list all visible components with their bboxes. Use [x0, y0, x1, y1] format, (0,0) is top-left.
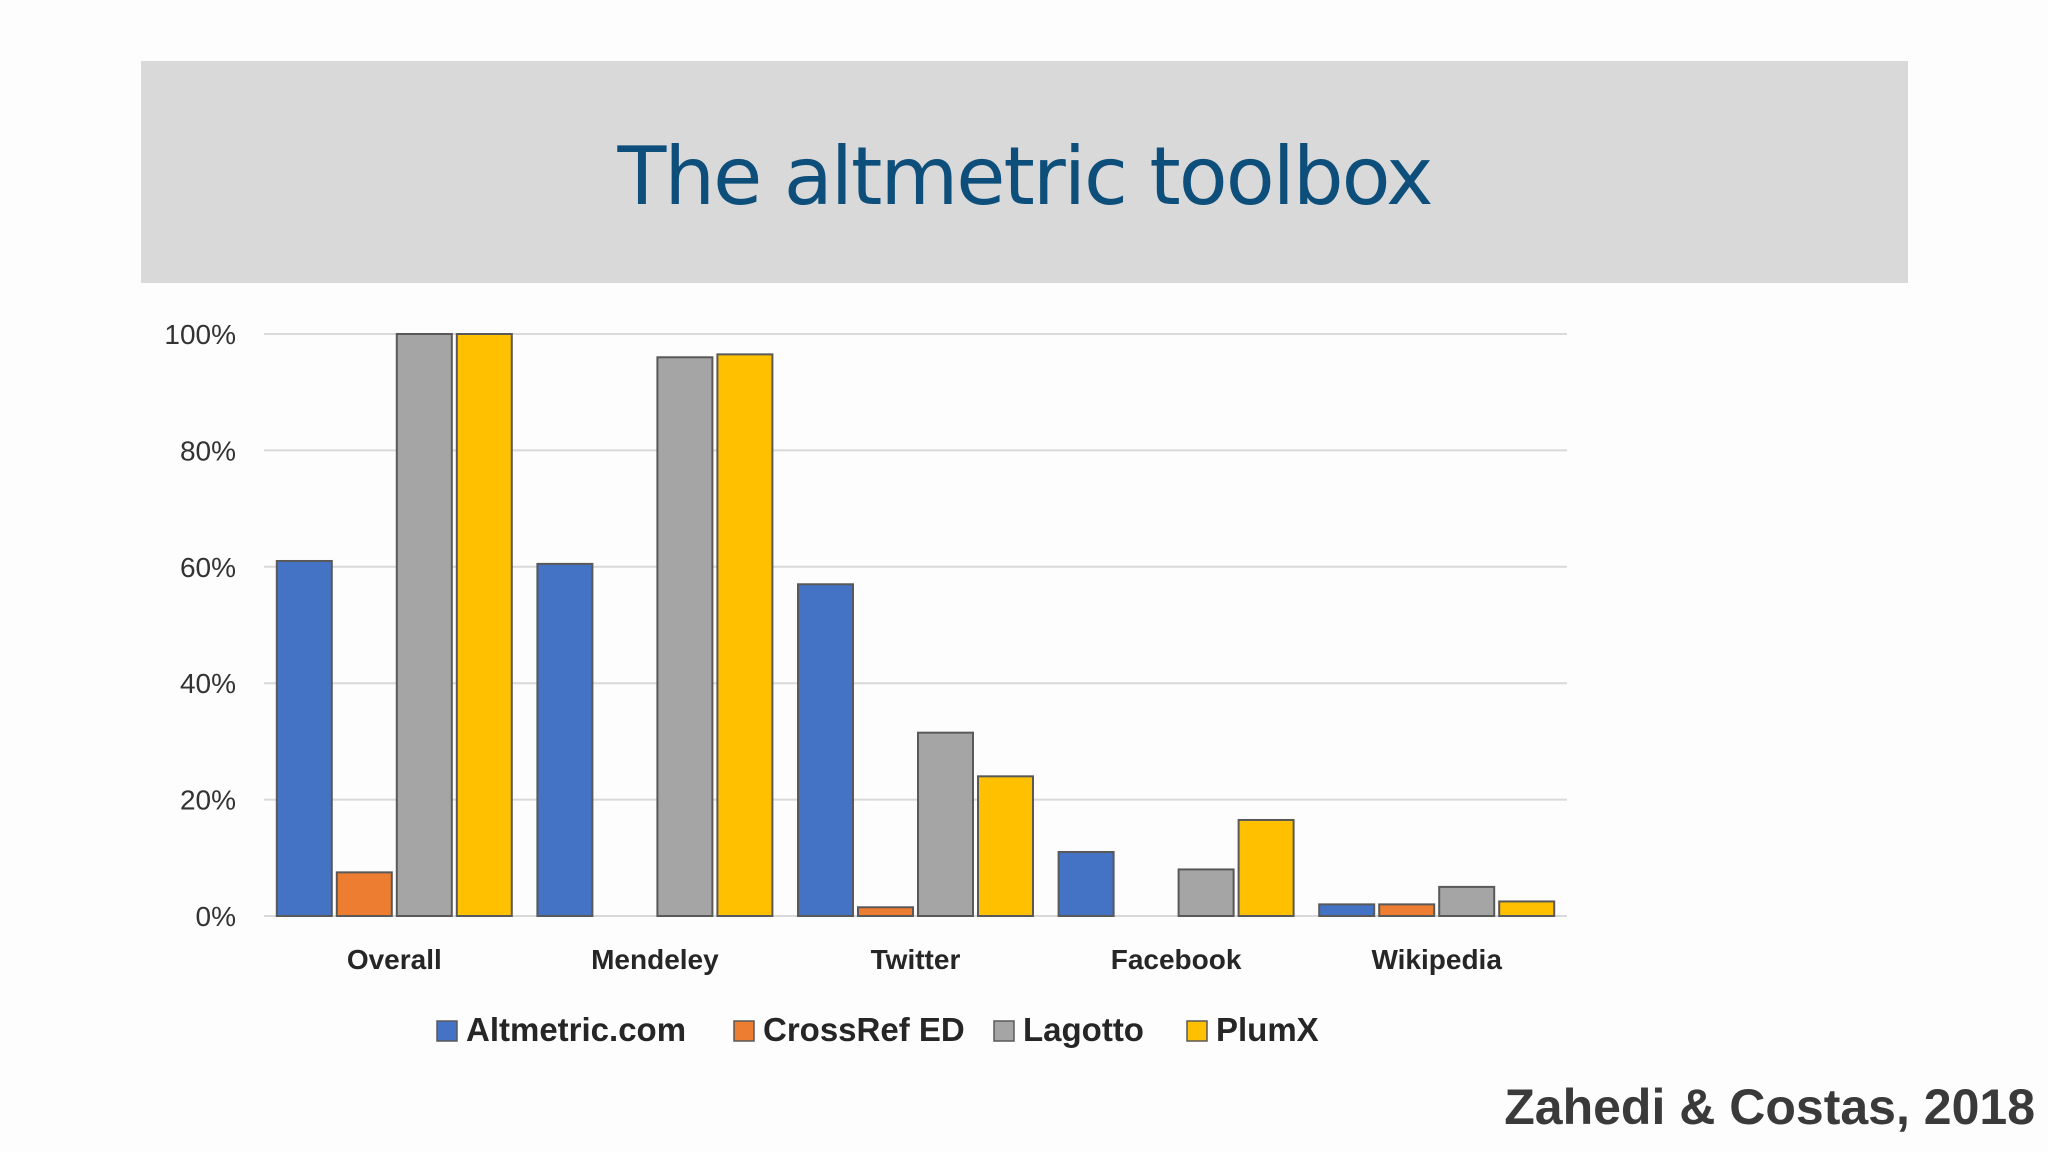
bar [1378, 903, 1436, 917]
bar [1318, 903, 1376, 917]
x-tick-label: Wikipedia [1371, 944, 1502, 975]
y-tick-label: 0% [196, 901, 236, 932]
x-tick-label: Mendeley [591, 944, 719, 975]
legend-label: CrossRef ED [763, 1011, 965, 1048]
bar [455, 333, 513, 917]
y-tick-label: 40% [180, 668, 236, 699]
legend-swatch [1186, 1020, 1208, 1042]
bar [857, 906, 914, 918]
legend-label: Lagotto [1023, 1011, 1144, 1048]
bar [1237, 818, 1295, 917]
legend-swatch [993, 1020, 1015, 1042]
y-tick-label: 20% [180, 785, 236, 816]
bar [335, 871, 393, 917]
x-tick-label: Overall [347, 944, 442, 975]
bar [917, 731, 974, 917]
bar [797, 583, 854, 917]
chart-legend: Altmetric.com CrossRef ED Lagotto PlumX [436, 1011, 1319, 1048]
x-axis-ticks: Overall Mendeley Twitter Facebook Wikipedia [347, 944, 1503, 975]
x-tick-label: Twitter [871, 944, 961, 975]
slide-title: The altmetric toolbox [617, 129, 1434, 223]
bar [536, 562, 594, 917]
bar [275, 559, 333, 917]
y-tick-label: 80% [180, 435, 236, 466]
legend-swatch [436, 1020, 458, 1042]
bar [1177, 868, 1235, 918]
bar [1057, 850, 1115, 917]
bar [977, 775, 1034, 917]
legend-label: PlumX [1216, 1011, 1319, 1048]
y-tick-label: 60% [180, 552, 236, 583]
bar [1498, 900, 1556, 918]
bar [716, 353, 774, 917]
legend-label: Altmetric.com [466, 1011, 686, 1048]
bar [395, 333, 453, 917]
y-tick-label: 100% [164, 319, 236, 350]
title-banner: The altmetric toolbox [141, 61, 1908, 283]
legend-swatch [733, 1020, 755, 1042]
chart-bars [275, 333, 1556, 918]
bar [1438, 885, 1496, 918]
citation-text: Zahedi & Costas, 2018 [1504, 1079, 2035, 1135]
y-axis-ticks: 0% 20% 40% 60% 80% 100% [164, 319, 236, 932]
bar [656, 356, 714, 917]
x-tick-label: Facebook [1111, 944, 1242, 975]
